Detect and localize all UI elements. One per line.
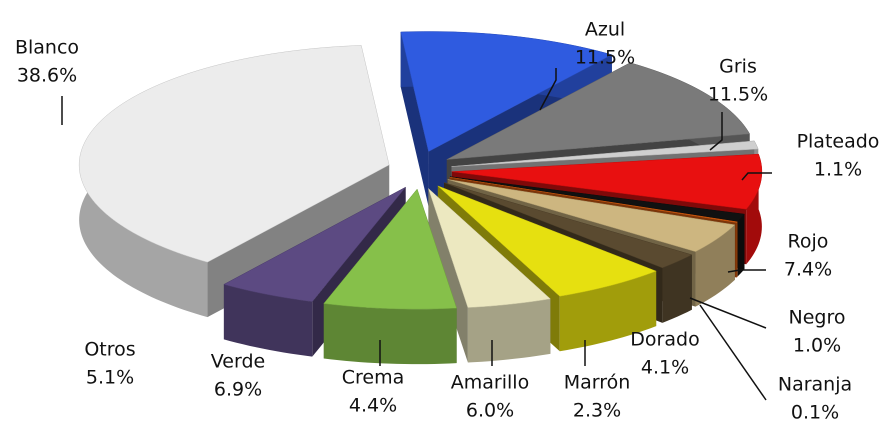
slice-side xyxy=(695,224,735,307)
slice xyxy=(427,187,551,308)
slice-label: Negro xyxy=(789,307,846,329)
slice-side xyxy=(559,271,657,352)
slice xyxy=(78,45,390,263)
slice-label: Rojo xyxy=(788,231,829,253)
slice-label: Plateado xyxy=(797,131,880,153)
slice-wall xyxy=(428,188,468,363)
slice-side xyxy=(323,303,457,365)
slice-side xyxy=(737,214,745,277)
slice xyxy=(450,176,745,222)
slice-label: Verde xyxy=(211,351,265,373)
slice xyxy=(451,140,759,167)
slice-side xyxy=(736,221,738,278)
slice xyxy=(444,182,693,269)
slice-label: Otros xyxy=(84,339,135,361)
leader-line xyxy=(741,172,772,181)
slice xyxy=(447,179,736,252)
slice-side xyxy=(662,254,692,323)
value-label: 1.0% xyxy=(793,335,841,357)
value-label: 38.6% xyxy=(17,65,77,87)
slice xyxy=(451,153,763,210)
value-label: 4.1% xyxy=(641,357,689,379)
value-label: 5.1% xyxy=(86,367,134,389)
slice-label: Dorado xyxy=(630,329,699,351)
slice-label: Blanco xyxy=(15,37,79,59)
value-label: 6.9% xyxy=(214,379,262,401)
slice xyxy=(446,62,751,160)
value-label: 7.4% xyxy=(784,259,832,281)
value-label: 11.5% xyxy=(708,84,768,106)
slice-label: Azul xyxy=(585,19,625,41)
leader-line xyxy=(699,304,767,401)
slice-side xyxy=(746,154,762,265)
value-label: 6.0% xyxy=(466,400,514,422)
value-label: 2.3% xyxy=(573,400,621,422)
slice xyxy=(223,186,406,302)
slice-side xyxy=(467,298,551,363)
slice-label: Gris xyxy=(719,56,757,78)
slice xyxy=(449,176,738,223)
leader-line xyxy=(727,269,766,273)
slice xyxy=(400,31,613,152)
value-label: 4.4% xyxy=(349,395,397,417)
slice-label: Crema xyxy=(342,367,405,389)
value-label: 0.1% xyxy=(791,402,839,424)
leader-line xyxy=(689,297,767,329)
leader-line xyxy=(709,112,723,151)
slice-label: Amarillo xyxy=(451,372,529,394)
leader-line xyxy=(539,68,557,111)
slice-side xyxy=(223,284,313,357)
value-label: 1.1% xyxy=(814,159,862,181)
slice xyxy=(323,188,457,310)
slice-label: Marrón xyxy=(564,372,631,394)
slice-label: Naranja xyxy=(778,374,852,396)
value-label: 11.5% xyxy=(575,47,635,69)
slice xyxy=(437,185,657,297)
